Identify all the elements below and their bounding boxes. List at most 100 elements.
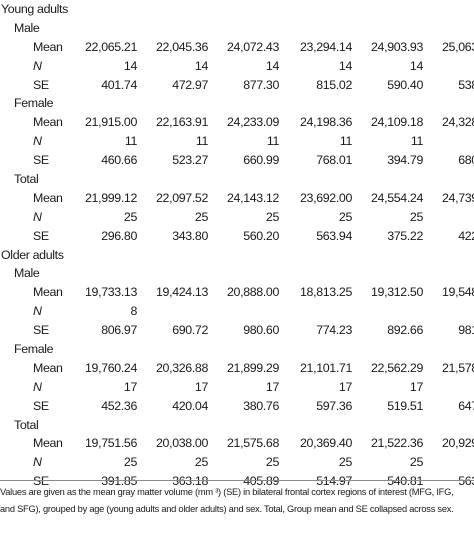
table-row: SE 806.97 690.72 980.60 774.23 892.66 981.73 bbox=[0, 321, 474, 340]
table-row: Mean 19,760.24 20,326.88 21,899.29 21,101.71… bbox=[0, 359, 474, 378]
table-cell: 597.36 bbox=[316, 398, 352, 413]
group-label: Young adults bbox=[1, 2, 68, 16]
data-table: Young adults Male Mean 22,065.21 22,045.36 24… bbox=[0, 0, 474, 491]
table-cell: 538.12 bbox=[458, 77, 474, 92]
table-cell: 452.36 bbox=[101, 398, 137, 413]
subgroup-label: Male bbox=[14, 20, 40, 35]
table-cell: 523.27 bbox=[172, 153, 208, 168]
subgroup-label: Female bbox=[14, 342, 54, 357]
table-cell: 14 bbox=[123, 58, 137, 73]
table-cell: 14 bbox=[409, 58, 423, 73]
table-cell: 11 bbox=[195, 134, 209, 149]
table-row: SE 296.80 343.80 560.20 563.94 375.22 422.12 bbox=[0, 227, 474, 246]
table-cell: 514.97 bbox=[316, 474, 352, 489]
table-cell: 25,063.21 bbox=[442, 39, 474, 54]
table-cell: 21,522.36 bbox=[371, 436, 423, 451]
table-cell: 24,072.43 bbox=[227, 39, 279, 54]
table-cell: 25 bbox=[265, 209, 279, 224]
table-cell: 19,733.13 bbox=[85, 285, 137, 300]
table-cell: 343.80 bbox=[172, 228, 208, 243]
table-cell: 22,097.52 bbox=[156, 190, 208, 205]
table-cell: 590.40 bbox=[387, 77, 423, 92]
table-row: N252525252525 bbox=[0, 208, 474, 227]
stat-label: SE bbox=[33, 323, 49, 338]
subgroup-label: Female bbox=[14, 96, 54, 111]
table-cell: 391.85 bbox=[101, 474, 137, 489]
table-cell: 17 bbox=[194, 379, 208, 394]
table-cell: 25 bbox=[194, 455, 208, 470]
table-cell: 25 bbox=[338, 455, 352, 470]
table-cell: 25 bbox=[265, 455, 279, 470]
stat-label: SE bbox=[33, 77, 49, 92]
table-cell: 20,929.04 bbox=[442, 436, 474, 451]
table-cell: 660.99 bbox=[243, 153, 279, 168]
stat-label: N bbox=[33, 455, 42, 470]
table-row: Mean 22,065.21 22,045.36 24,072.43 23,294.14… bbox=[0, 38, 474, 57]
table-cell: 19,760.24 bbox=[85, 360, 137, 375]
stat-label: N bbox=[33, 304, 42, 319]
table-cell: 21,899.29 bbox=[227, 360, 279, 375]
table-row: Mean 19,751.56 20,038.00 21,575.68 20,369.40… bbox=[0, 434, 474, 453]
subgroup-row: Female bbox=[0, 94, 474, 113]
table-cell: 21,101.71 bbox=[300, 360, 352, 375]
table-cell: 563.32 bbox=[458, 474, 474, 489]
table-cell: 11 bbox=[339, 134, 353, 149]
table-cell: 877.30 bbox=[243, 77, 279, 92]
table-cell: 24,903.93 bbox=[371, 39, 423, 54]
table-cell: 690.72 bbox=[172, 323, 208, 338]
table-cell: 460.66 bbox=[101, 153, 137, 168]
table-cell: 981.73 bbox=[458, 323, 474, 338]
table-cell: 23,294.14 bbox=[300, 39, 352, 54]
stat-label: SE bbox=[33, 228, 49, 243]
table-cell: 20,038.00 bbox=[156, 436, 208, 451]
table-cell: 422.12 bbox=[458, 228, 474, 243]
table-cell: 22,562.29 bbox=[371, 360, 423, 375]
table-row: SE 452.36 420.04 380.76 597.36 519.51 647.44 bbox=[0, 397, 474, 416]
table-cell: 14 bbox=[265, 58, 279, 73]
table-row: SE 391.85 363.18 405.89 514.97 540.81 563.32 bbox=[0, 472, 474, 491]
table-cell: 24,143.12 bbox=[227, 190, 279, 205]
stat-label: SE bbox=[33, 474, 49, 489]
stat-label: Mean bbox=[33, 436, 63, 451]
group-row: Young adults bbox=[0, 0, 474, 19]
footnote-line-1: Values are given as the mean gray matter… bbox=[0, 487, 454, 497]
stat-label: Mean bbox=[33, 285, 63, 300]
table-cell: 8 bbox=[130, 304, 137, 319]
table-cell: 563.94 bbox=[316, 228, 352, 243]
stat-label: Mean bbox=[33, 190, 63, 205]
table-cell: 768.01 bbox=[316, 153, 352, 168]
table-cell: 19,424.13 bbox=[156, 285, 208, 300]
subgroup-row: Male bbox=[0, 264, 474, 283]
table-cell: 17 bbox=[123, 379, 137, 394]
subgroup-row: Total bbox=[0, 416, 474, 435]
table-cell: 25 bbox=[194, 209, 208, 224]
table-row: N252525252525 bbox=[0, 453, 474, 472]
table-cell: 24,554.24 bbox=[371, 190, 423, 205]
table-cell: 24,198.36 bbox=[300, 115, 352, 130]
table-cell: 24,109.18 bbox=[371, 115, 423, 130]
table-cell: 21,999.12 bbox=[85, 190, 137, 205]
table-cell: 17 bbox=[338, 379, 352, 394]
subgroup-label: Total bbox=[14, 172, 39, 187]
table-cell: 22,045.36 bbox=[156, 39, 208, 54]
table-cell: 380.76 bbox=[243, 398, 279, 413]
table-cell: 401.74 bbox=[101, 77, 137, 92]
table-cell: 25 bbox=[338, 209, 352, 224]
table-cell: 680.10 bbox=[458, 153, 474, 168]
table-cell: 18,813.25 bbox=[300, 285, 352, 300]
table-cell: 980.60 bbox=[243, 323, 279, 338]
table-cell: 17 bbox=[409, 379, 423, 394]
table-row: Mean 19,733.13 19,424.13 20,888.00 18,813.25… bbox=[0, 283, 474, 302]
table-cell: 472.97 bbox=[172, 77, 208, 92]
table-footnote: Values are given as the mean gray matter… bbox=[0, 484, 474, 518]
table-cell: 11 bbox=[124, 134, 138, 149]
subgroup-row: Total bbox=[0, 170, 474, 189]
footnote-line-2: and SFG), grouped by age (young adults a… bbox=[0, 504, 454, 514]
table-cell: 14 bbox=[194, 58, 208, 73]
table-cell: 19,548.88 bbox=[442, 285, 474, 300]
table-cell: 892.66 bbox=[387, 323, 423, 338]
table-cell: 20,888.00 bbox=[227, 285, 279, 300]
table-cell: 24,233.09 bbox=[227, 115, 279, 130]
table-cell: 647.44 bbox=[458, 398, 474, 413]
table-row: N171717171717 bbox=[0, 378, 474, 397]
